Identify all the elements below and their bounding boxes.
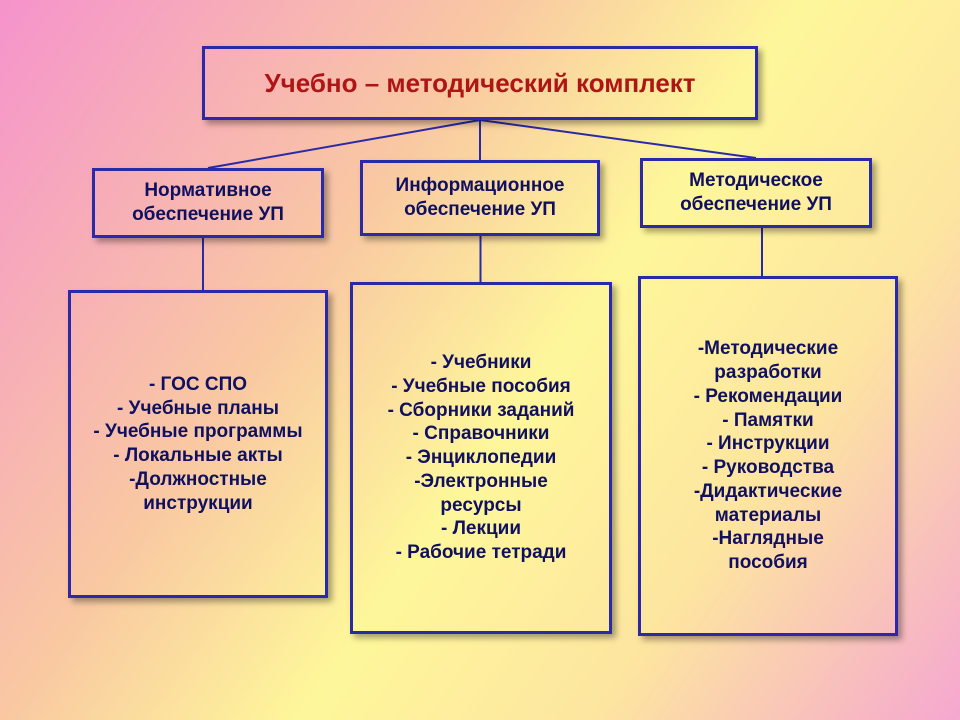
root-label: Учебно – методический комплект [264, 67, 695, 100]
mid-label: Методическое обеспечение УП [680, 169, 832, 217]
connector-line [480, 120, 756, 158]
root-node: Учебно – методический комплект [202, 46, 758, 120]
leaf-content: -Методические разработки - Рекомендации … [694, 337, 843, 575]
leaf-node-1: - ГОС СПО - Учебные планы - Учебные прог… [68, 290, 328, 598]
mid-node-1: Нормативное обеспечение УП [92, 168, 324, 238]
diagram-canvas: Учебно – методический комплект Нормативн… [0, 0, 960, 720]
mid-label: Нормативное обеспечение УП [132, 179, 284, 227]
leaf-node-2: - Учебники - Учебные пособия - Сборники … [350, 282, 612, 634]
mid-node-3: Методическое обеспечение УП [640, 158, 872, 228]
leaf-content: - ГОС СПО - Учебные планы - Учебные прог… [93, 373, 302, 516]
leaf-content: - Учебники - Учебные пособия - Сборники … [388, 351, 575, 565]
mid-label: Информационное обеспечение УП [396, 174, 565, 222]
mid-node-2: Информационное обеспечение УП [360, 160, 600, 236]
leaf-node-3: -Методические разработки - Рекомендации … [638, 276, 898, 636]
